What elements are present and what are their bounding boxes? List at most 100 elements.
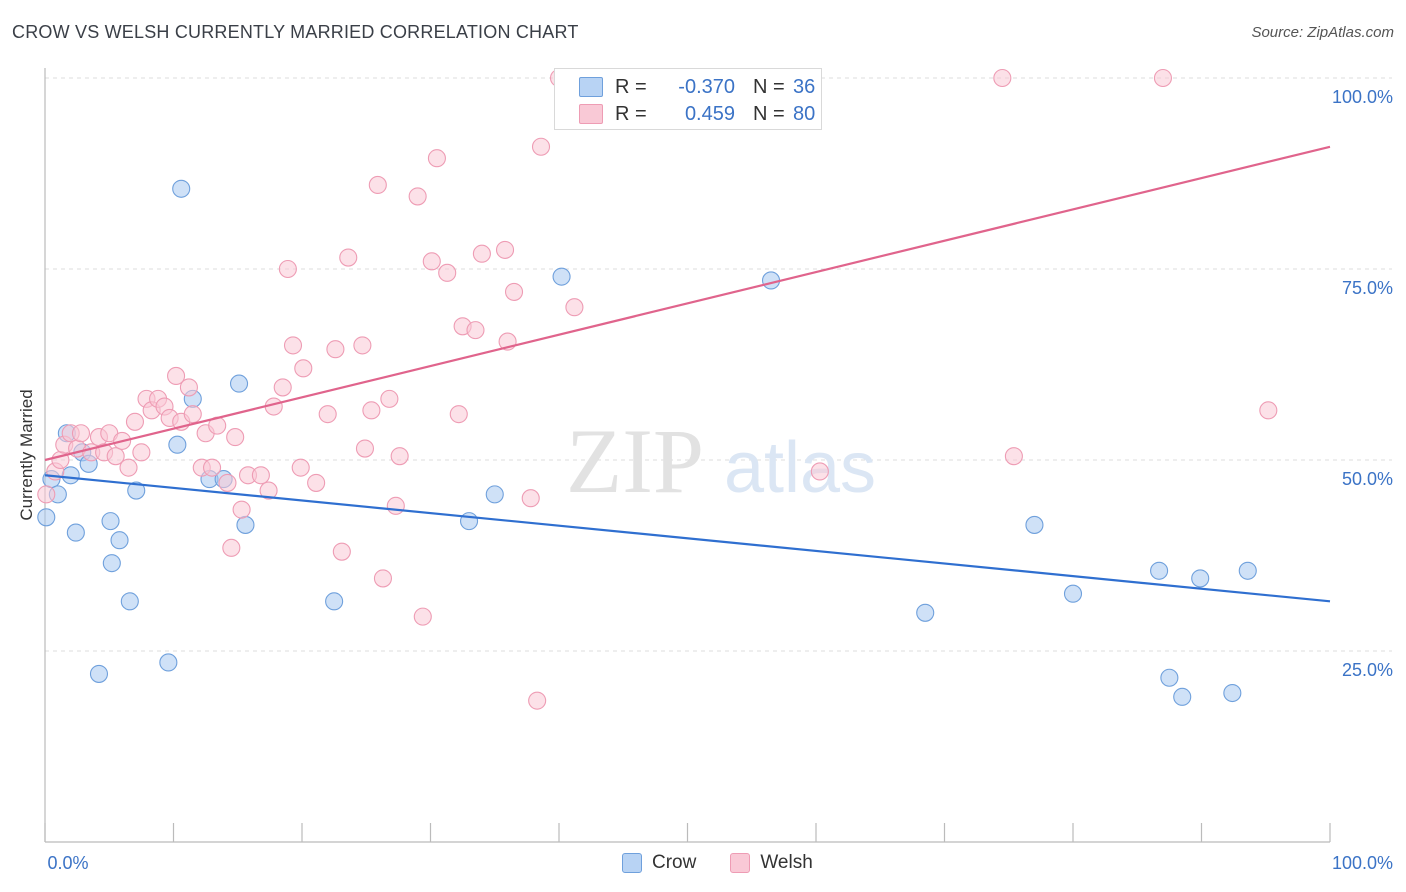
welsh-point: [294, 359, 313, 378]
crow-point: [916, 603, 935, 622]
legend-row-welsh: R = 0.459 N = 80: [579, 100, 815, 128]
welsh-point: [993, 68, 1012, 88]
crow-point: [127, 481, 146, 500]
crow-point: [1160, 668, 1179, 687]
welsh-point: [386, 496, 405, 515]
welsh-point: [106, 447, 125, 466]
crow-point: [1025, 515, 1044, 534]
welsh-point: [318, 405, 337, 424]
welsh-point: [353, 336, 372, 355]
welsh-point: [504, 282, 524, 301]
y-axis-label: Currently Married: [17, 389, 36, 520]
welsh-point: [278, 259, 297, 279]
watermark: ZIP atlas: [566, 410, 876, 512]
welsh-point: [125, 412, 144, 431]
welsh-point: [71, 424, 91, 443]
source-label: Source: ZipAtlas.com: [1251, 24, 1394, 41]
legend-n-label: N =: [753, 75, 785, 98]
legend-r-label: R =: [615, 75, 647, 98]
crow-point: [1191, 569, 1210, 588]
welsh-point: [531, 137, 551, 156]
x-tick-label: 0.0%: [47, 853, 88, 873]
welsh-point: [273, 378, 292, 397]
crow-point: [37, 508, 56, 527]
welsh-point: [422, 252, 441, 271]
welsh-point: [339, 248, 358, 267]
welsh-point: [521, 489, 540, 508]
watermark-atlas: atlas: [724, 428, 876, 508]
welsh-point: [1153, 68, 1172, 88]
welsh-point: [413, 607, 432, 626]
series-legend: Crow Welsh: [622, 852, 813, 874]
crow-point: [1173, 687, 1192, 706]
legend-n-value: 36: [793, 75, 816, 98]
correlation-legend: R = -0.370 N = 36 R = 0.459 N = 80: [554, 68, 822, 130]
data-points: [37, 68, 1278, 710]
welsh-point: [528, 691, 547, 710]
crow-point: [102, 554, 121, 573]
welsh-point: [167, 366, 186, 386]
legend-n-label: N =: [753, 102, 785, 125]
y-tick-label: 100.0%: [1332, 87, 1393, 107]
welsh-point: [332, 542, 351, 561]
welsh-point: [218, 473, 237, 492]
welsh-trend-line: [44, 145, 1331, 462]
chart-title: CROW VS WELSH CURRENTLY MARRIED CORRELAT…: [12, 22, 579, 42]
welsh-point: [373, 569, 393, 588]
welsh-point: [565, 298, 584, 317]
welsh-point: [326, 340, 345, 359]
crow-point: [485, 485, 504, 504]
legend-row-crow: R = -0.370 N = 36: [579, 73, 815, 101]
crow-point: [66, 523, 85, 542]
legend-label-welsh: Welsh: [760, 852, 813, 873]
crow-point: [101, 512, 120, 531]
crow-point: [110, 531, 129, 550]
legend-n-value: 80: [793, 102, 816, 125]
welsh-point: [37, 485, 56, 504]
welsh-point: [291, 458, 310, 477]
crow-point: [236, 515, 255, 534]
crow-point: [89, 664, 109, 683]
welsh-point: [183, 405, 202, 424]
legend-r-value: -0.370: [678, 75, 735, 98]
y-tick-label: 75.0%: [1342, 278, 1393, 298]
crow-point: [552, 267, 571, 286]
legend-swatch-crow: [622, 853, 642, 873]
crow-point: [159, 653, 178, 672]
welsh-point: [226, 428, 245, 447]
tick-labels: 25.0% 50.0% 75.0% 100.0% 0.0% 100.0%: [47, 87, 1393, 873]
crow-point: [459, 512, 479, 531]
welsh-point: [179, 378, 198, 397]
crow-point: [61, 466, 80, 485]
grid: [45, 77, 1392, 652]
welsh-point: [1004, 447, 1023, 466]
trend-lines: [44, 145, 1331, 603]
welsh-point: [449, 405, 468, 424]
y-tick-label: 25.0%: [1342, 660, 1393, 680]
crow-point: [1223, 683, 1242, 703]
welsh-point: [408, 187, 427, 206]
watermark-zip: ZIP: [566, 410, 704, 512]
crow-point: [168, 435, 187, 454]
welsh-point: [259, 481, 278, 500]
crow-point: [229, 374, 249, 393]
welsh-point: [810, 462, 829, 481]
welsh-point: [355, 439, 375, 458]
legend-label-crow: Crow: [652, 852, 697, 873]
x-tick-label: 100.0%: [1332, 853, 1393, 873]
crow-point: [120, 592, 139, 611]
welsh-point: [380, 389, 399, 408]
welsh-point: [362, 401, 381, 420]
legend-r-label: R =: [615, 102, 647, 125]
crow-point: [1238, 561, 1257, 580]
crow-trend-line: [44, 474, 1331, 603]
welsh-point: [427, 149, 446, 168]
welsh-point: [119, 458, 138, 477]
legend-swatch-welsh: [730, 853, 751, 873]
welsh-point: [390, 447, 409, 466]
legend-swatch-welsh: [579, 104, 603, 124]
welsh-point: [1259, 401, 1278, 420]
crow-point: [1150, 561, 1169, 580]
welsh-point: [203, 458, 222, 477]
